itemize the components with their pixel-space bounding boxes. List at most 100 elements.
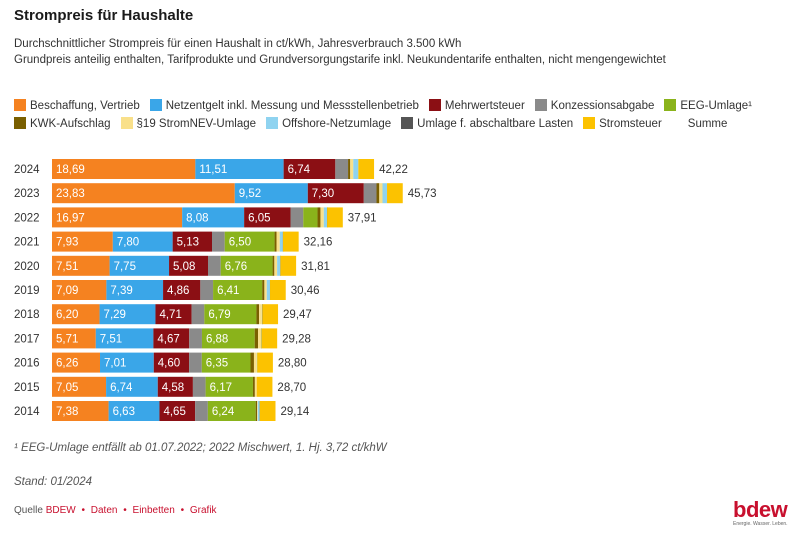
- bar-segment: [348, 159, 351, 179]
- data-label: 7,01: [104, 358, 126, 370]
- data-label: 11,51: [199, 164, 227, 176]
- bar-segment: [52, 376, 107, 397]
- data-label: 6,74: [288, 164, 311, 176]
- bar-segment: [259, 304, 262, 325]
- data-label: 5,13: [177, 237, 199, 249]
- bar-segment: [255, 401, 258, 421]
- bar-segment: [253, 352, 257, 373]
- bar-segment: [256, 352, 258, 373]
- total-label: 45,73: [408, 188, 437, 200]
- legend-label: Konzessionsabgabe: [550, 100, 655, 112]
- data-label: 6,41: [217, 285, 239, 297]
- stacked-bar-chart: 2024 18,69 11,51 6,74 42,22 2023 23,83 9,52 7,30…: [14, 159, 437, 421]
- bar-segment: [189, 328, 202, 349]
- data-label: 6,50: [229, 237, 251, 249]
- total-label: 28,80: [278, 358, 307, 370]
- bar-segment: [379, 183, 383, 204]
- legend-swatch: [149, 99, 162, 111]
- legend-item: Offshore-Netzumlage: [266, 115, 391, 133]
- data-label: 6,05: [248, 212, 270, 224]
- total-label: 31,81: [301, 261, 330, 273]
- bar-segment: [261, 304, 263, 325]
- data-label: 6,74: [110, 382, 133, 394]
- bar-segment: [200, 280, 214, 300]
- bar-segment: [317, 207, 321, 228]
- daten-link[interactable]: Daten: [90, 505, 118, 516]
- source-links: Quelle BDEW • Daten • Einbetten • Grafik: [14, 505, 217, 516]
- einbetten-link[interactable]: Einbetten: [132, 505, 175, 516]
- bar-segment: [100, 352, 154, 373]
- bar-segment: [108, 401, 160, 421]
- category-label: 2015: [14, 382, 40, 394]
- stand-date: Stand: 01/2024: [14, 476, 93, 488]
- bar-segment: [157, 376, 193, 397]
- total-label: 42,22: [379, 164, 408, 176]
- bar-segment: [52, 352, 101, 373]
- bar-segment: [320, 207, 324, 228]
- bar-segment: [264, 280, 267, 300]
- bar-segment: [257, 352, 273, 373]
- footnote: ¹ EEG-Umlage entfällt ab 01.07.2022; 202…: [14, 442, 387, 454]
- bar-segment: [207, 401, 256, 421]
- bar-segment: [254, 328, 259, 349]
- bar-segment: [277, 255, 281, 276]
- bar-segment: [201, 328, 255, 349]
- total-label: 29,47: [283, 309, 312, 321]
- bar-segment: [234, 183, 308, 204]
- bar-segment: [323, 207, 328, 228]
- data-label: 5,71: [56, 333, 78, 345]
- legend-label: EEG-Umlage¹: [680, 100, 752, 112]
- legend-label: Mehrwertsteuer: [444, 100, 525, 112]
- bar-segment: [159, 401, 196, 421]
- bar-segment: [279, 231, 283, 252]
- legend-item-sum: Summe: [672, 115, 728, 133]
- bar-segment: [155, 304, 192, 325]
- legend-label: §19 StromNEV-Umlage: [136, 118, 257, 130]
- bar-segment: [112, 231, 173, 252]
- data-label: 7,51: [100, 333, 122, 345]
- data-label: 6,76: [225, 261, 247, 273]
- legend-label: KWK-Aufschlag: [30, 118, 111, 130]
- legend-swatch-empty: [672, 117, 684, 129]
- bar-segment: [282, 231, 299, 252]
- legend-swatch: [534, 99, 547, 111]
- legend-item: Umlage f. abschaltbare Lasten: [401, 115, 573, 133]
- bar-segment: [257, 401, 258, 421]
- separator-dot: •: [180, 505, 185, 516]
- bar-segment: [195, 401, 208, 421]
- data-label: 7,51: [56, 261, 78, 273]
- bar-segment: [52, 207, 183, 228]
- data-label: 23,83: [56, 188, 85, 200]
- data-label: 6,24: [212, 406, 235, 418]
- bar-segment: [261, 328, 278, 349]
- bar-segment: [163, 280, 201, 300]
- data-label: 16,97: [56, 212, 85, 224]
- bar-segment: [52, 304, 100, 325]
- grafik-link[interactable]: Grafik: [189, 505, 217, 516]
- legend-swatch: [266, 117, 279, 129]
- category-label: 2023: [14, 188, 40, 200]
- bar-segment: [262, 280, 265, 300]
- legend-label: Offshore-Netzumlage: [282, 118, 392, 130]
- bar-segment: [52, 328, 96, 349]
- bar-segment: [52, 231, 113, 252]
- data-label: 9,52: [239, 188, 261, 200]
- bar-segment: [192, 376, 206, 397]
- data-label: 7,05: [56, 382, 78, 394]
- legend-item: KWK-Aufschlag: [14, 115, 111, 133]
- total-label: 29,14: [280, 406, 309, 418]
- chart-subtitle: Durchschnittlicher Strompreis für einen …: [14, 36, 666, 68]
- category-label: 2021: [14, 237, 40, 249]
- bar-segment: [99, 304, 156, 325]
- category-label: 2018: [14, 309, 40, 321]
- data-label: 7,30: [312, 188, 334, 200]
- bar-segment: [52, 255, 110, 276]
- legend-swatch: [14, 117, 26, 129]
- data-label: 4,58: [162, 382, 184, 394]
- data-label: 4,71: [159, 309, 181, 321]
- bar-segment: [189, 352, 202, 373]
- source-bdew-link[interactable]: BDEW: [45, 505, 76, 516]
- bar-segment: [290, 207, 304, 228]
- bar-segment: [52, 183, 235, 204]
- bar-segment: [350, 159, 354, 179]
